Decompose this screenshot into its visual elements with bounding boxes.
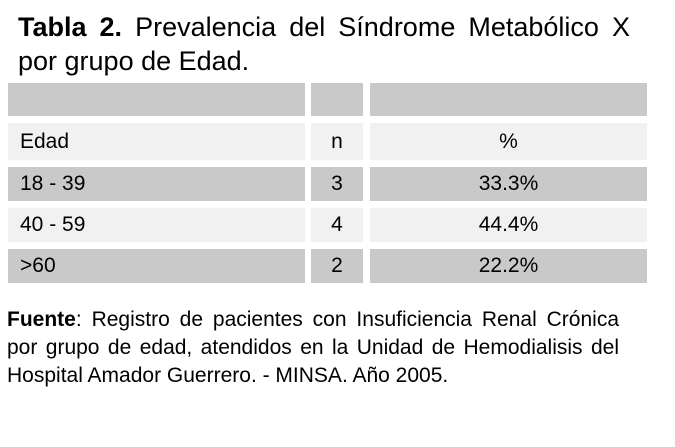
cell-pct: 44.4%: [370, 208, 647, 242]
table-header-row: Edad n %: [8, 123, 675, 160]
cell-n: 2: [311, 249, 363, 283]
cell-n: 4: [311, 208, 363, 242]
cell-edad: 40 - 59: [8, 208, 305, 242]
table-row: 18 - 39 3 33.3%: [8, 167, 675, 201]
prevalence-table: Edad n % 18 - 39 3 33.3% 40 - 59 4 44.4%…: [8, 83, 675, 283]
table-title: Tabla 2. Prevalencia del Síndrome Metabó…: [18, 10, 630, 78]
source-note-text: : Registro de pacientes con Insuficienci…: [7, 308, 619, 387]
column-header-edad: Edad: [8, 123, 305, 160]
source-note: Fuente: Registro de pacientes con Insufi…: [7, 306, 619, 390]
table-row: 40 - 59 4 44.4%: [8, 208, 675, 242]
table-title-label: Tabla 2.: [18, 12, 123, 42]
cell-edad: >60: [8, 249, 305, 283]
cell-pct: 33.3%: [370, 167, 647, 201]
table-band-row: [8, 83, 675, 116]
cell-edad: 18 - 39: [8, 167, 305, 201]
band-cell-pct: [370, 83, 647, 116]
band-cell-edad: [8, 83, 305, 116]
cell-pct: 22.2%: [370, 249, 647, 283]
column-header-pct: %: [370, 123, 647, 160]
table-title-text: Prevalencia del Síndrome Metabólico X po…: [18, 12, 630, 76]
column-header-n: n: [311, 123, 363, 160]
source-note-label: Fuente: [7, 308, 76, 331]
cell-n: 3: [311, 167, 363, 201]
table-row: >60 2 22.2%: [8, 249, 675, 283]
band-cell-n: [311, 83, 363, 116]
